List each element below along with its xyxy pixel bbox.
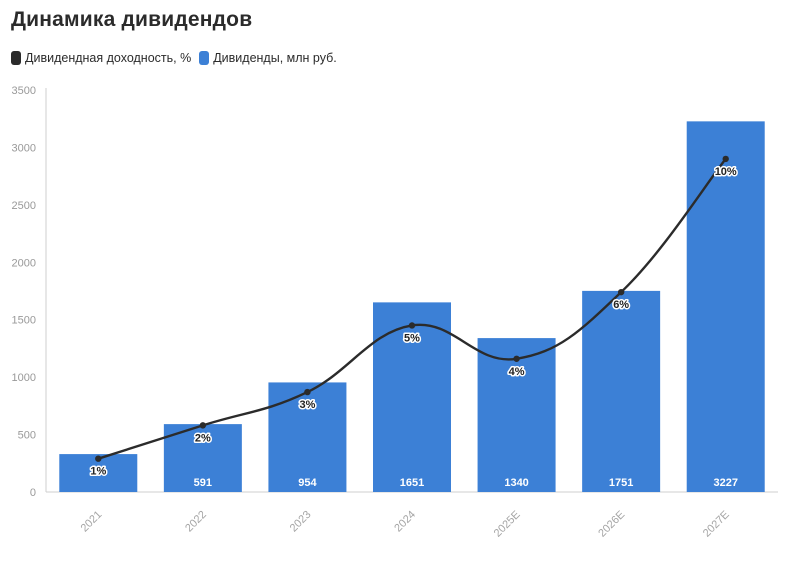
yield-value-label: 1% bbox=[90, 466, 106, 478]
legend-label-yield: Дивидендная доходность, % bbox=[25, 51, 192, 65]
y-tick-label: 1500 bbox=[12, 315, 36, 327]
x-tick-label: 2027E bbox=[701, 509, 732, 540]
chart-title: Динамика дивидендов bbox=[11, 8, 253, 31]
bar-2026E bbox=[582, 290, 661, 492]
bar-value-label: 954 bbox=[298, 477, 317, 489]
legend-swatch-dividends bbox=[199, 51, 210, 65]
yield-value-label: 2% bbox=[195, 432, 211, 444]
bar-2023 bbox=[268, 382, 347, 492]
y-tick-label: 0 bbox=[30, 487, 36, 499]
yield-point-2024 bbox=[408, 322, 416, 329]
yield-value-label: 10% bbox=[715, 166, 737, 178]
bar-value-label: 1651 bbox=[400, 477, 424, 489]
legend-item-yield[interactable]: Дивидендная доходность, % bbox=[11, 51, 191, 65]
legend-label-dividends: Дивиденды, млн руб. bbox=[213, 51, 337, 65]
bar-value-label: 1340 bbox=[504, 477, 528, 489]
bar-value-label: 3227 bbox=[713, 477, 737, 489]
x-tick-label: 2026E bbox=[596, 509, 627, 540]
y-tick-label: 1000 bbox=[12, 372, 36, 384]
yield-value-label: 6% bbox=[613, 299, 629, 311]
yield-value-label: 3% bbox=[299, 399, 315, 411]
y-tick-label: 3000 bbox=[12, 142, 36, 154]
y-tick-label: 500 bbox=[18, 430, 36, 442]
yield-value-label: 5% bbox=[404, 332, 420, 344]
x-tick-label: 2021 bbox=[79, 509, 105, 535]
yield-point-2022 bbox=[199, 422, 207, 429]
x-tick-label: 2023 bbox=[288, 509, 314, 535]
yield-point-2023 bbox=[304, 388, 311, 396]
x-tick-label: 2022 bbox=[183, 509, 209, 535]
yield-point-2025E bbox=[513, 355, 520, 362]
bar-2024 bbox=[373, 302, 451, 492]
bar-2027E bbox=[686, 121, 765, 492]
yield-point-2027E bbox=[722, 155, 729, 163]
bar-value-label: 591 bbox=[194, 477, 212, 489]
bar-2022 bbox=[163, 424, 242, 492]
y-tick-label: 2500 bbox=[12, 200, 36, 212]
y-tick-label: 2000 bbox=[12, 257, 36, 269]
y-tick-label: 3500 bbox=[12, 85, 36, 97]
bar-2025E bbox=[477, 338, 556, 492]
yield-value-label: 4% bbox=[509, 366, 525, 378]
legend-item-dividends[interactable]: Дивиденды, млн руб. bbox=[199, 51, 337, 65]
yield-point-2021 bbox=[95, 455, 102, 462]
yield-point-2026E bbox=[617, 288, 625, 296]
legend-swatch-yield bbox=[11, 51, 21, 65]
x-tick-label: 2024 bbox=[392, 509, 418, 535]
x-tick-label: 2025E bbox=[492, 509, 523, 540]
bar-value-label: 1751 bbox=[609, 477, 633, 489]
legend: Дивидендная доходность, % Дивиденды, млн… bbox=[11, 51, 345, 65]
